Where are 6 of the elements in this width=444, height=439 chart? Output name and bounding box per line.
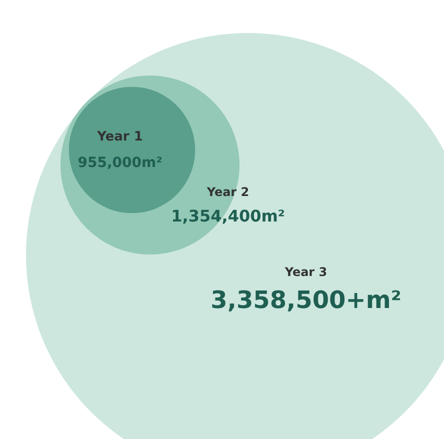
category-label: Year 2 — [206, 185, 250, 199]
data-label: 955,000m² — [78, 155, 162, 171]
data-label: 3,358,500+m² — [210, 286, 402, 314]
category-label: Year 3 — [284, 265, 328, 279]
category-label: Year 1 — [96, 130, 143, 144]
data-label: 1,354,400m² — [171, 206, 285, 226]
